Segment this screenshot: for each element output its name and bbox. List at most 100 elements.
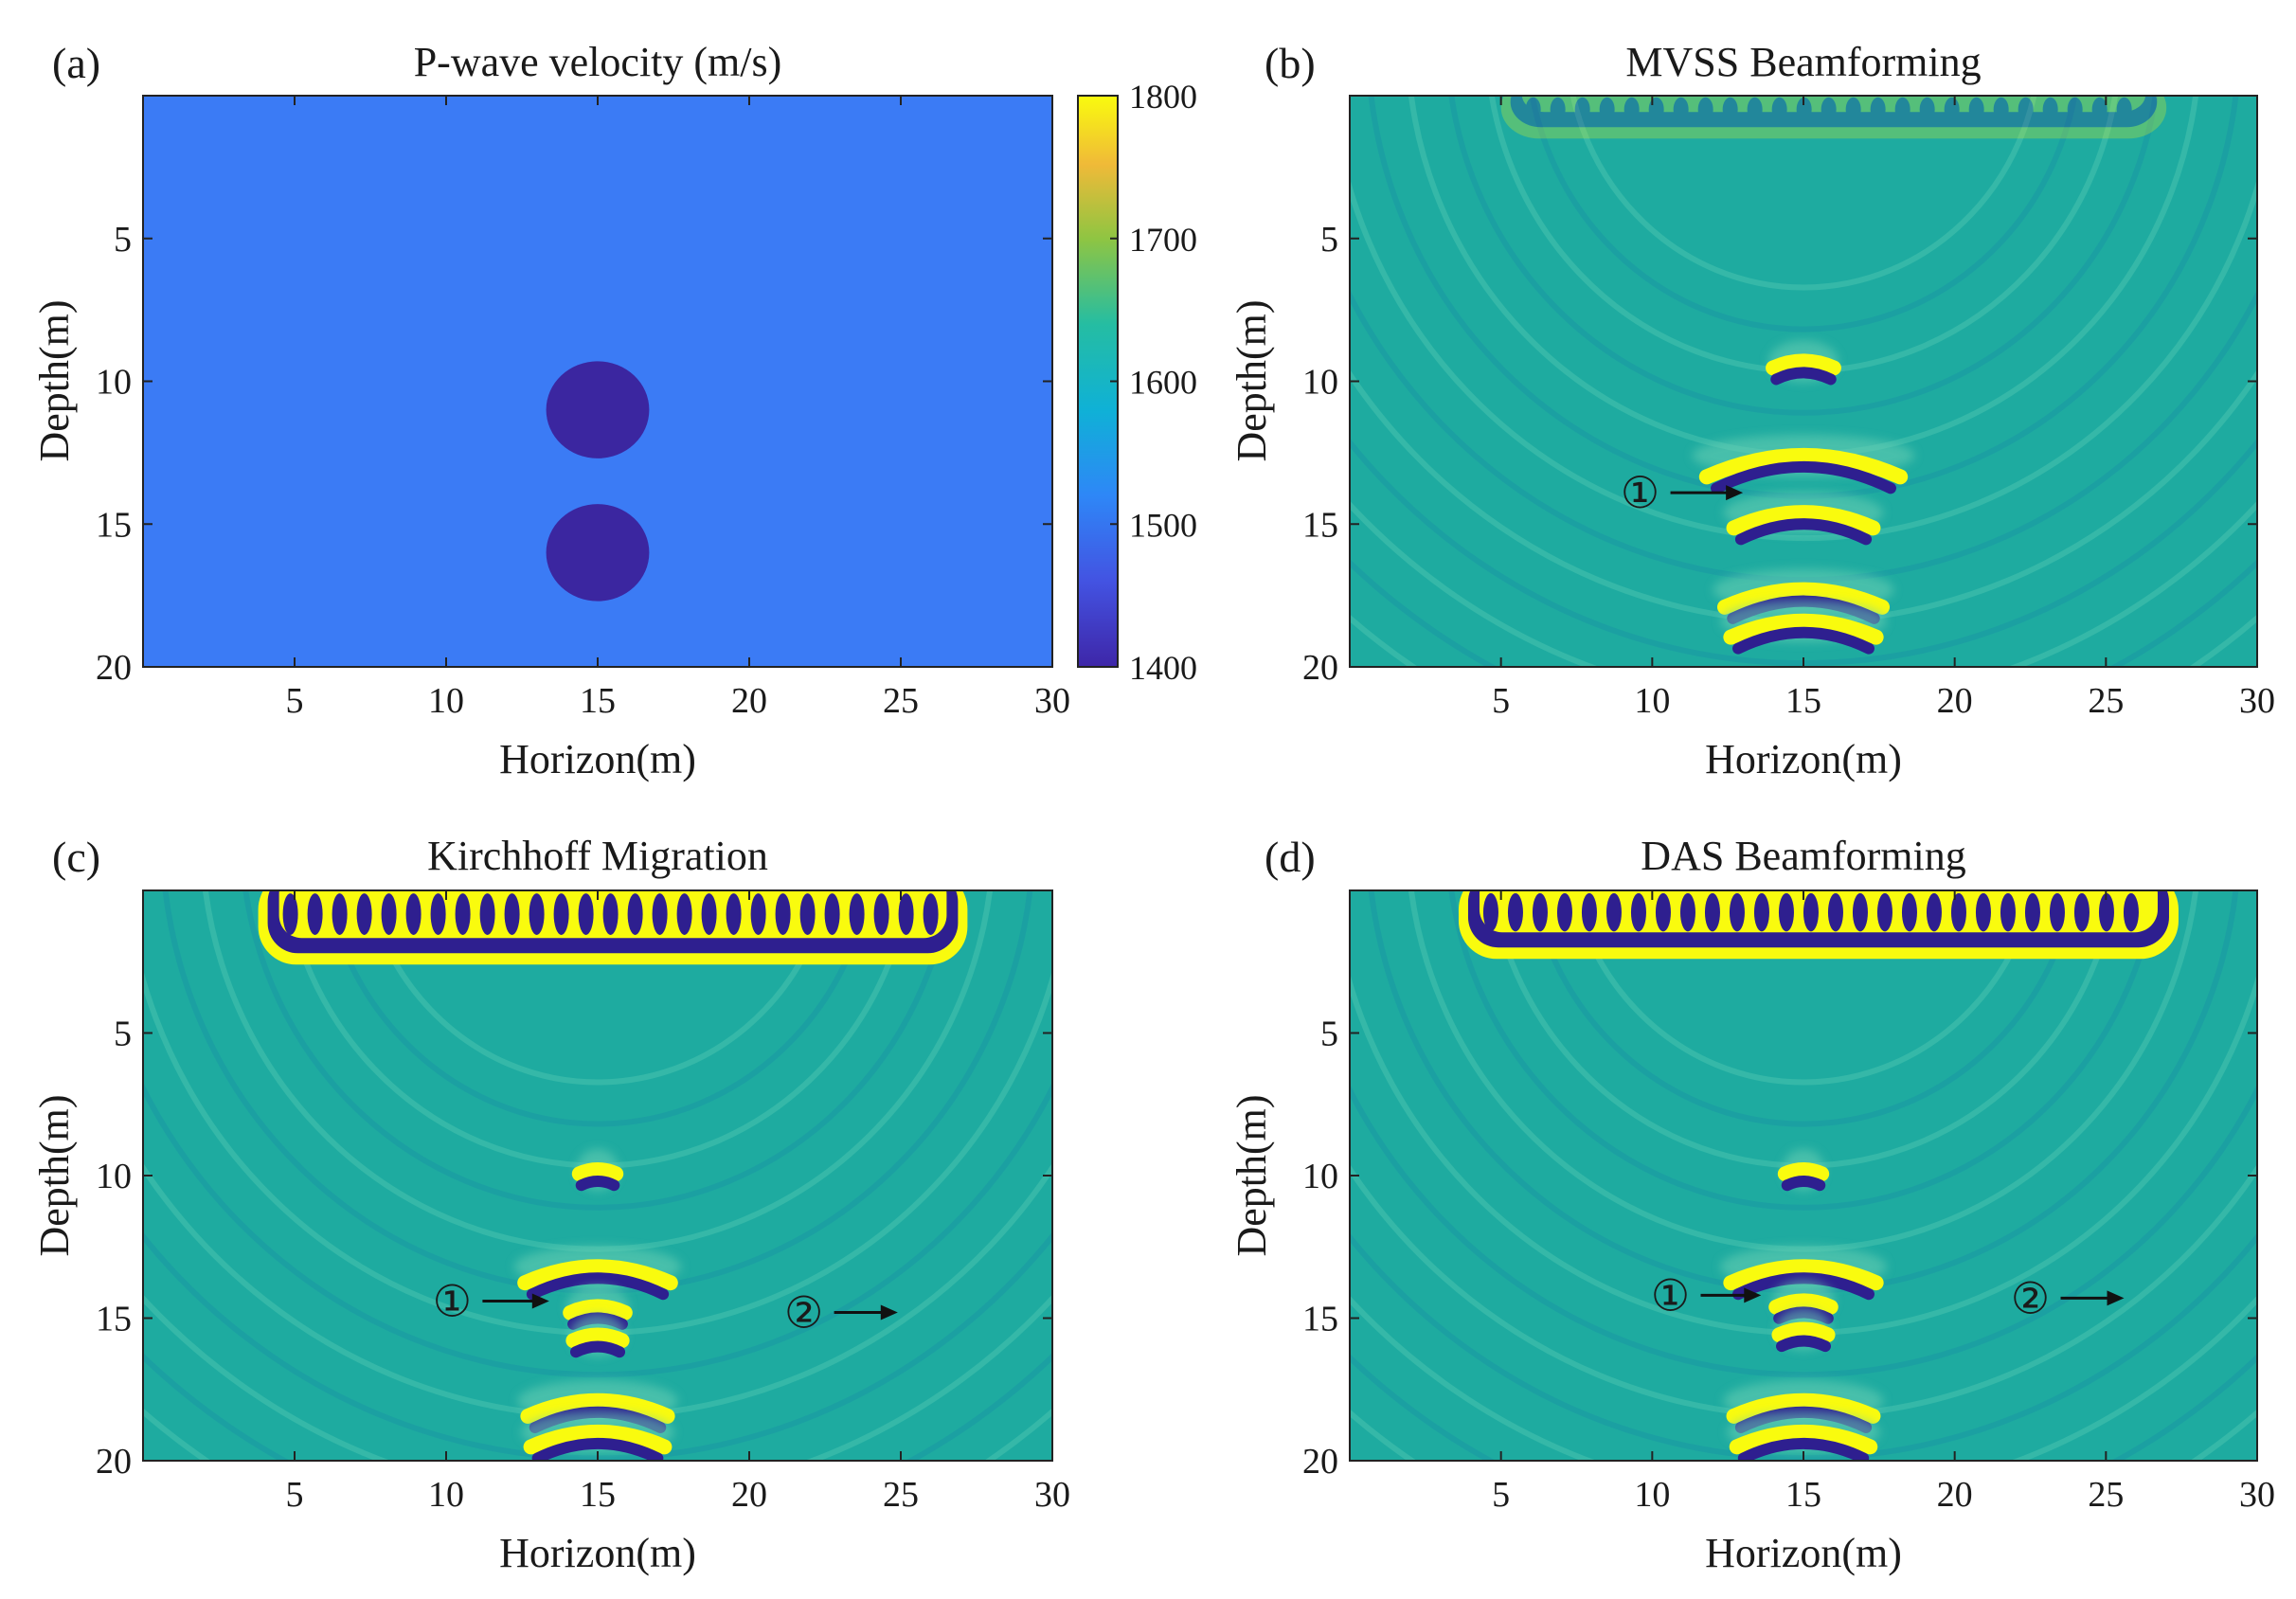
y-tick-label: 5 bbox=[114, 220, 132, 260]
reflector-navy-arc bbox=[569, 1340, 626, 1358]
surface-stripe bbox=[1482, 892, 1498, 932]
panel-title: P-wave velocity (m/s) bbox=[414, 39, 782, 85]
surface-stripe bbox=[2073, 892, 2090, 932]
reflector-navy-arc bbox=[1711, 460, 1896, 494]
surface-stripe bbox=[2098, 892, 2114, 932]
surface-stripe bbox=[2116, 97, 2132, 122]
surface-stripe bbox=[652, 893, 668, 935]
reflector bbox=[1719, 1246, 1888, 1301]
surface-stripe bbox=[381, 893, 397, 935]
surface-stripe bbox=[1901, 892, 1917, 932]
surface-stripe bbox=[1852, 892, 1868, 932]
surface-stripe bbox=[799, 893, 816, 935]
colorbar-tick-label: 1800 bbox=[1129, 78, 1197, 116]
surface-stripe bbox=[1845, 97, 1861, 122]
surface-stripe bbox=[356, 893, 372, 935]
low-velocity-inclusion bbox=[546, 504, 650, 602]
reflector-yellow-arc bbox=[523, 1424, 673, 1455]
surface-artifact-band bbox=[1458, 890, 2179, 960]
axis-ticks: 5 10 15 20 25 30 5 10 15 20 bbox=[96, 890, 1070, 1515]
surface-stripe bbox=[1697, 97, 1713, 122]
y-tick-label: 10 bbox=[96, 1157, 132, 1196]
surface-stripe bbox=[898, 893, 914, 935]
reflector bbox=[1719, 600, 1888, 655]
x-tick-label: 25 bbox=[2088, 1475, 2124, 1515]
annotation-arrow-head bbox=[1744, 1287, 1762, 1303]
reflector-navy-arc bbox=[1776, 1335, 1831, 1353]
surface-stripe bbox=[1655, 892, 1671, 932]
surface-stripe bbox=[1525, 97, 1541, 122]
reflector-yellow-arc bbox=[1723, 613, 1884, 645]
annotation-marker: ① bbox=[1621, 469, 1659, 517]
surface-stripe bbox=[1778, 892, 1794, 932]
annotation-marker: ② bbox=[784, 1288, 823, 1337]
surface-stripe bbox=[332, 893, 348, 935]
panel-d: (d) DAS Beamforming 5 10 15 20 25 30 5 10 15 20 ①… bbox=[1229, 833, 2275, 1576]
x-tick-label: 25 bbox=[883, 681, 919, 721]
x-tick-label: 15 bbox=[1785, 1475, 1821, 1515]
surface-stripe bbox=[1968, 97, 1984, 122]
surface-stripe bbox=[2067, 97, 2083, 122]
annotation-marker: ② bbox=[2011, 1274, 2050, 1322]
ripple-arc bbox=[1448, 96, 2159, 416]
surface-stripe bbox=[1944, 97, 1960, 122]
x-tick-label: 10 bbox=[1634, 1475, 1670, 1515]
surface-stripe bbox=[282, 893, 298, 935]
surface-stripe bbox=[1556, 892, 1572, 932]
surface-stripe bbox=[1876, 892, 1892, 932]
y-tick-label: 20 bbox=[96, 1442, 132, 1482]
reflector bbox=[1727, 1410, 1880, 1461]
x-axis-label: Horizon(m) bbox=[499, 1530, 696, 1576]
surface-stripe bbox=[1827, 892, 1843, 932]
surface-stripe bbox=[455, 893, 471, 935]
surface-stripe bbox=[1803, 892, 1819, 932]
reflector bbox=[1766, 340, 1841, 386]
ripple-arc bbox=[1529, 96, 2078, 332]
surface-stripe bbox=[923, 893, 939, 935]
reflector-yellow-arc bbox=[1726, 1392, 1881, 1424]
x-tick-label: 25 bbox=[2088, 681, 2124, 721]
y-tick-label: 20 bbox=[1302, 648, 1338, 688]
x-tick-label: 20 bbox=[731, 681, 767, 721]
colorbar-tick-label: 1700 bbox=[1129, 221, 1197, 259]
surface-stripe bbox=[1532, 892, 1548, 932]
panel-title: Kirchhoff Migration bbox=[427, 833, 768, 879]
reflector-yellow-arc bbox=[571, 1161, 624, 1182]
annotations: ① bbox=[1621, 469, 1744, 517]
surface-stripe bbox=[2091, 97, 2108, 122]
surface-stripe bbox=[627, 893, 643, 935]
colorbar-tick-label: 1500 bbox=[1129, 506, 1197, 544]
annotation-arrow-head bbox=[880, 1304, 898, 1321]
y-tick-label: 10 bbox=[1302, 363, 1338, 403]
colorbar-tick-label: 1600 bbox=[1129, 364, 1197, 402]
surface-stripe bbox=[504, 893, 520, 935]
surface-stripe bbox=[1753, 892, 1769, 932]
panel-label: (c) bbox=[52, 833, 100, 881]
surface-stripe bbox=[1581, 892, 1597, 932]
surface-stripe bbox=[2123, 892, 2139, 932]
y-tick-label: 15 bbox=[96, 1300, 132, 1339]
reflector-yellow-arc bbox=[517, 1259, 678, 1291]
surface-band-inner bbox=[1510, 96, 2158, 128]
x-tick-label: 25 bbox=[883, 1475, 919, 1515]
annotation-arrow-head bbox=[1726, 485, 1744, 501]
reflector-navy-arc bbox=[1734, 518, 1873, 546]
ripple-arc bbox=[242, 890, 953, 1211]
reflector-yellow-arc bbox=[1726, 505, 1881, 536]
surface-stripe bbox=[430, 893, 446, 935]
reflector-navy-arc bbox=[1770, 367, 1837, 386]
surface-stripe bbox=[1550, 97, 1566, 122]
low-velocity-inclusion bbox=[546, 361, 650, 458]
surface-stripe bbox=[1704, 892, 1720, 932]
surface-stripe bbox=[1993, 97, 2009, 122]
surface-stripe bbox=[553, 893, 569, 935]
colorbar-tick-label: 1400 bbox=[1129, 649, 1197, 687]
surface-stripe bbox=[307, 893, 323, 935]
reflector bbox=[1771, 1308, 1836, 1353]
x-tick-label: 30 bbox=[1034, 681, 1070, 721]
surface-stripe bbox=[676, 893, 692, 935]
surface-stripe bbox=[1870, 97, 1886, 122]
reflector-navy-arc bbox=[1781, 1175, 1826, 1192]
reflector bbox=[1692, 434, 1915, 494]
